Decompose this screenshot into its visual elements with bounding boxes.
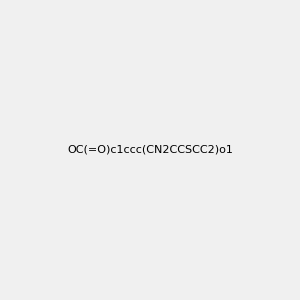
Text: OC(=O)c1ccc(CN2CCSCC2)o1: OC(=O)c1ccc(CN2CCSCC2)o1 <box>67 145 233 155</box>
